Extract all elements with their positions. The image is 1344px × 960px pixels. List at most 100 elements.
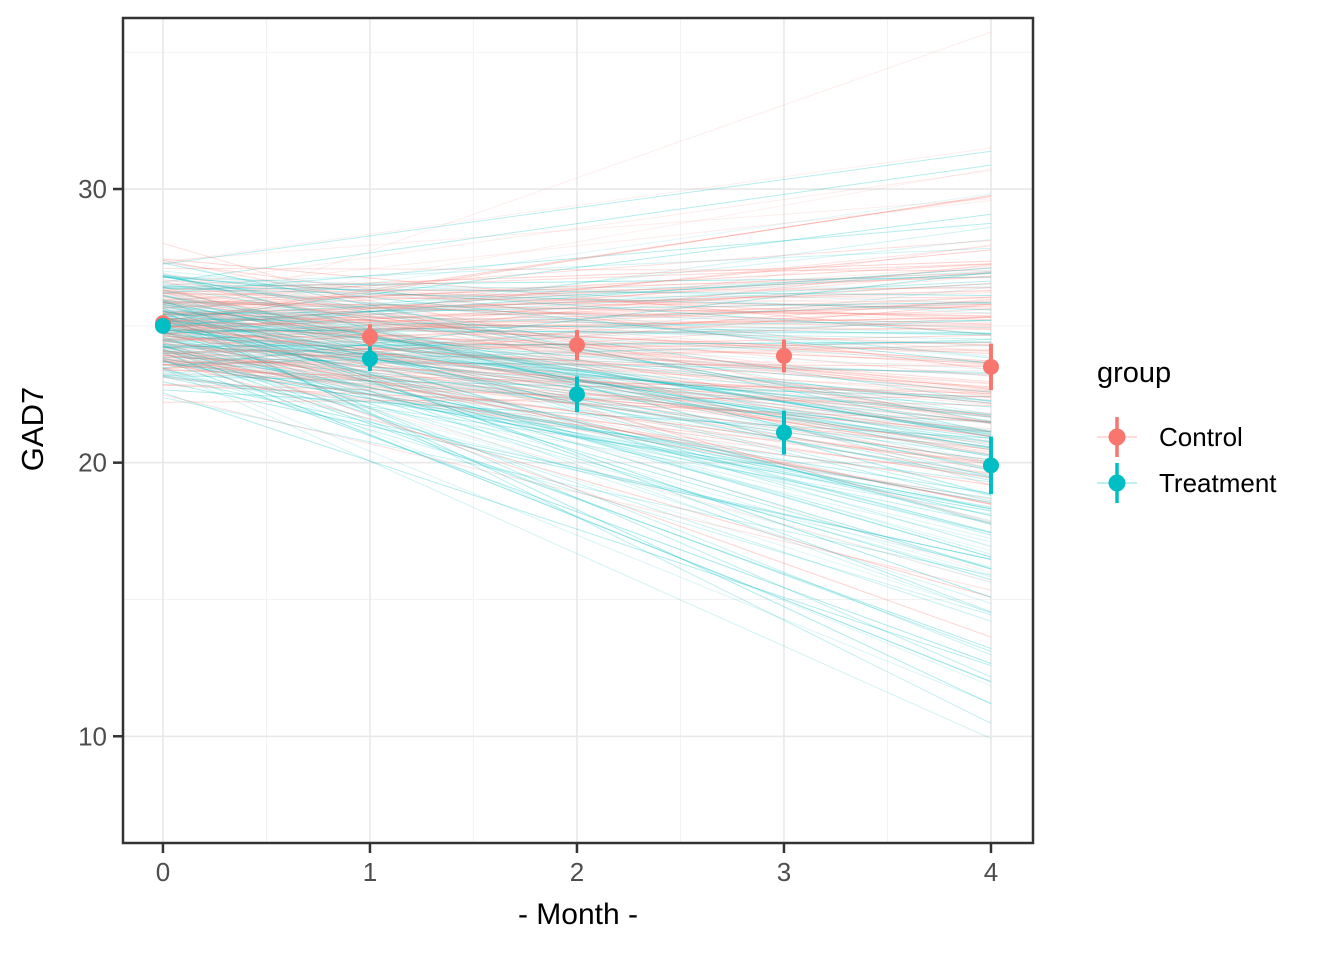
trajectory-line-control <box>162 275 991 309</box>
trajectory-line-treatment <box>162 321 992 536</box>
trajectory-line-treatment <box>162 345 992 578</box>
trajectory-line-control <box>162 258 992 336</box>
trajectory-line-treatment <box>162 310 991 335</box>
trajectory-line-treatment <box>162 150 992 265</box>
trajectory-line-treatment <box>162 360 992 494</box>
trajectory-line-treatment <box>162 337 992 415</box>
trajectory-line-treatment <box>162 300 991 329</box>
trajectory-line-treatment <box>162 344 992 652</box>
trajectory-line-control <box>162 296 991 327</box>
trajectory-line-control <box>162 375 992 475</box>
trajectory-line-control <box>162 300 991 317</box>
trajectory-line-treatment <box>162 345 992 687</box>
trajectory-line-treatment <box>162 318 992 678</box>
trajectory-line-control <box>162 343 992 405</box>
trajectory-line-control <box>162 341 992 638</box>
trajectory-line-control <box>162 363 992 486</box>
trajectory-line-treatment <box>162 270 992 315</box>
legend: group Control Treatment <box>1093 356 1277 506</box>
trajectory-line-treatment <box>162 317 991 336</box>
trajectory-line-control <box>162 272 992 325</box>
trajectory-line-control <box>162 295 991 317</box>
pointrange-key-icon <box>1097 463 1137 503</box>
trajectory-line-treatment <box>162 306 992 435</box>
mean-point <box>982 457 999 474</box>
trajectory-line-control <box>162 358 992 478</box>
y-tick-label: 20 <box>78 448 107 478</box>
trajectory-line-control <box>162 290 991 314</box>
trajectory-line-treatment <box>162 343 992 408</box>
trajectory-line-control <box>162 317 991 327</box>
trajectory-line-control <box>162 245 992 335</box>
trajectory-line-treatment <box>162 349 992 504</box>
trajectory-line-control <box>162 338 992 505</box>
trajectory-line-control <box>162 361 991 367</box>
trajectory-line-control <box>162 265 992 322</box>
trajectory-line-control <box>162 303 991 306</box>
trajectory-line-control <box>162 313 991 316</box>
trajectory-line-control <box>162 339 992 505</box>
trajectory-line-control <box>162 307 992 425</box>
panel-background <box>123 18 1033 843</box>
mean-point <box>775 347 792 364</box>
trajectory-line-treatment <box>162 274 992 364</box>
trajectory-line-treatment <box>162 238 992 328</box>
trajectory-line-treatment <box>162 310 992 724</box>
trajectory-line-treatment <box>162 270 992 359</box>
trajectory-line-treatment <box>162 368 992 740</box>
trajectory-line-control <box>162 272 991 305</box>
trajectory-line-treatment <box>162 304 992 436</box>
trajectory-line-control <box>162 322 991 331</box>
axis-ticks <box>113 187 993 853</box>
trajectory-line-treatment <box>162 276 992 335</box>
trajectory-line-control <box>162 335 992 388</box>
trajectory-line-control <box>162 353 992 503</box>
trajectory-line-control <box>162 317 991 332</box>
trajectory-line-control <box>162 298 991 330</box>
mean-point <box>775 424 792 441</box>
y-tick-label: 30 <box>78 174 107 204</box>
trajectory-line-treatment <box>162 375 992 483</box>
trajectory-line-treatment <box>162 267 992 327</box>
trajectory-line-control <box>162 260 991 291</box>
trajectory-line-treatment <box>162 329 992 418</box>
trajectory-line-treatment <box>162 272 992 318</box>
trajectory-line-control <box>162 305 992 417</box>
trajectory-line-control <box>162 322 992 404</box>
trajectory-line-control <box>162 263 991 294</box>
trajectory-line-treatment <box>162 313 992 558</box>
x-tick-label: 2 <box>570 857 584 887</box>
trajectory-line-treatment <box>162 310 992 431</box>
trajectory-line-treatment <box>162 357 992 508</box>
mean-point <box>361 350 378 367</box>
trajectory-line-treatment <box>162 286 991 289</box>
trajectory-line-control <box>162 282 992 324</box>
trajectory-line-treatment <box>162 164 992 283</box>
trajectory-line-treatment <box>162 336 992 604</box>
trajectory-line-treatment <box>162 320 992 533</box>
trajectory-line-treatment <box>162 316 992 404</box>
trajectory-line-control <box>162 194 992 325</box>
mean-point <box>568 386 585 403</box>
trajectory-line-treatment <box>162 226 992 341</box>
trajectory-line-treatment <box>162 274 992 478</box>
trajectory-line-control <box>162 332 992 505</box>
trajectory-line-control <box>162 289 991 316</box>
trajectory-line-control <box>162 328 992 404</box>
trajectory-line-control <box>162 275 992 349</box>
trajectory-line-control <box>162 394 992 591</box>
trajectory-line-treatment <box>162 310 992 534</box>
trajectory-line-treatment <box>162 348 992 613</box>
trajectory-line-treatment <box>162 346 991 375</box>
pointrange-treatment-month2 <box>568 376 585 413</box>
trajectory-line-treatment <box>162 316 992 558</box>
trajectory-line-treatment <box>162 352 992 683</box>
trajectory-line-control <box>162 31 992 325</box>
trajectory-line-control <box>162 198 992 262</box>
trajectory-line-treatment <box>162 313 992 555</box>
trajectory-line-control <box>162 316 991 334</box>
trajectory-line-treatment <box>162 319 992 424</box>
trajectory-line-treatment <box>162 325 992 552</box>
trajectory-line-treatment <box>162 350 992 516</box>
